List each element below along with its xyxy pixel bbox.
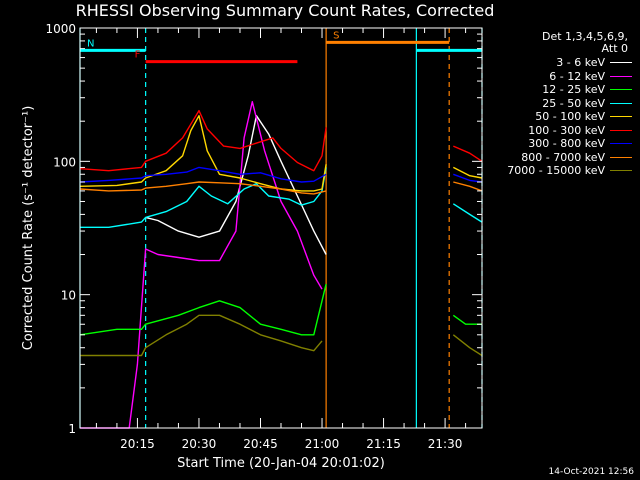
legend-item: 100 - 300 keV	[462, 124, 632, 138]
x-tick-label: 21:00	[305, 437, 340, 451]
legend-swatch	[610, 170, 632, 172]
legend-item: 800 - 7000 keV	[462, 151, 632, 165]
series-line-6	[79, 166, 327, 183]
series-line-3-b	[452, 203, 483, 223]
series-line-8	[80, 314, 323, 357]
legend-label: 7000 - 15000 keV	[507, 164, 605, 178]
chart-title: RHESSI Observing Summary Count Rates, Co…	[75, 1, 495, 20]
legend-label: 50 - 100 keV	[535, 110, 605, 124]
vertical-markers	[79, 28, 483, 428]
legend-label: 100 - 300 keV	[528, 123, 605, 137]
flag-label-f: F	[135, 50, 141, 61]
series-line-6-b	[453, 173, 483, 183]
legend-header-detectors: Det 1,3,4,5,6,9,	[541, 30, 628, 43]
legend-label: 300 - 800 keV	[528, 137, 605, 151]
series-line-1	[80, 101, 323, 429]
legend-item: 50 - 100 keV	[462, 110, 632, 124]
legend-swatch	[610, 75, 632, 77]
legend-swatch	[610, 102, 632, 104]
legend-label: 3 - 6 keV	[556, 56, 605, 70]
x-tick-label: 21:15	[366, 437, 401, 451]
flag-label-n: N	[87, 38, 94, 49]
series-line-4	[79, 115, 327, 192]
legend-swatch	[610, 143, 632, 145]
axes: 1 10 100 1000 20:15 20:30 20:45 21:00 21:15 21:30	[45, 22, 482, 451]
y-tick-label: 100	[53, 155, 76, 169]
series-line-7	[79, 181, 327, 195]
legend-swatch	[610, 116, 632, 118]
legend-swatch	[610, 89, 632, 91]
legend: 3 - 6 keV 6 - 12 keV 12 - 25 keV 25 - 50 ke…	[462, 56, 632, 178]
flag-label-s: S	[333, 30, 339, 41]
legend-swatch	[610, 156, 632, 158]
flag-bars: N F S	[80, 30, 482, 64]
legend-item: 6 - 12 keV	[462, 70, 632, 84]
legend-item: 25 - 50 keV	[462, 97, 632, 111]
series-line-0	[145, 115, 327, 255]
y-tick-label: 1	[68, 422, 76, 436]
legend-label: 6 - 12 keV	[549, 69, 605, 83]
x-tick-label: 20:45	[243, 437, 278, 451]
legend-label: 25 - 50 keV	[542, 96, 605, 110]
x-tick-label: 20:15	[120, 437, 155, 451]
legend-label: 12 - 25 keV	[542, 83, 605, 97]
series-line-3	[80, 167, 327, 228]
y-tick-label: 10	[61, 289, 76, 303]
series-line-7-b	[453, 181, 483, 192]
series-line-2	[79, 283, 327, 336]
series-lines	[79, 101, 483, 429]
plot-frame	[79, 27, 483, 429]
legend-header-attenuator: Att 0	[601, 42, 628, 55]
legend-item: 12 - 25 keV	[462, 83, 632, 97]
legend-item: 300 - 800 keV	[462, 137, 632, 151]
x-tick-label: 21:30	[428, 437, 463, 451]
series-line-5	[79, 109, 327, 172]
x-tick-label: 20:30	[182, 437, 217, 451]
series-line-8-b	[452, 334, 483, 357]
series-line-4-b	[452, 166, 483, 179]
legend-item: 3 - 6 keV	[462, 56, 632, 70]
series-line-2-b	[452, 314, 482, 325]
timestamp: 14-Oct-2021 12:56	[548, 467, 634, 477]
legend-swatch	[610, 62, 632, 64]
x-axis-label: Start Time (20-Jan-04 20:01:02)	[177, 456, 385, 471]
y-axis-label: Corrected Count Rate (s⁻¹ detector⁻¹)	[21, 106, 36, 351]
series-line-5-b	[453, 145, 483, 162]
legend-label: 800 - 7000 keV	[521, 150, 605, 164]
legend-swatch	[610, 129, 632, 131]
y-tick-label: 1000	[45, 22, 76, 36]
legend-item: 7000 - 15000 keV	[462, 164, 632, 178]
